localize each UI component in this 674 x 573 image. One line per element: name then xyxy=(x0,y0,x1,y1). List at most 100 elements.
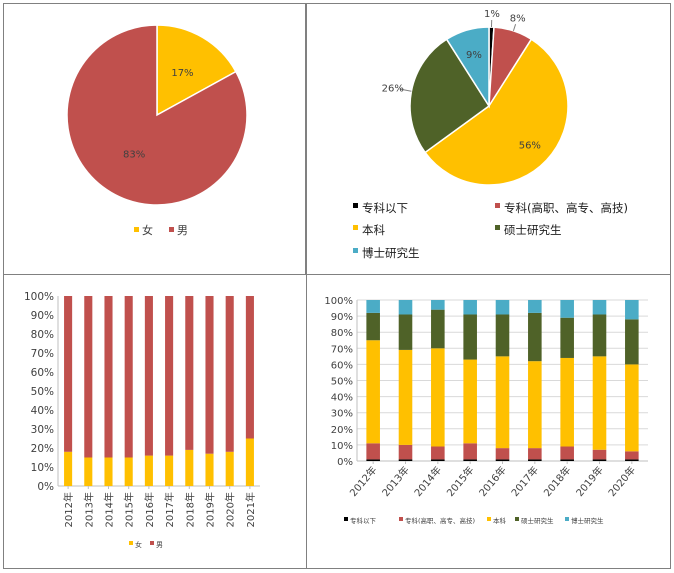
bar-segment xyxy=(205,453,214,486)
legend-label: 博士研究生 xyxy=(362,246,420,260)
education-stacked-bar-chart: 0%10%20%30%40%50%60%70%80%90%100%2012年 20… xyxy=(324,296,648,525)
y-tick-label: 20% xyxy=(31,443,54,455)
bar-segment xyxy=(431,348,445,447)
y-tick-label: 60% xyxy=(31,367,54,379)
bar-segment xyxy=(245,296,254,439)
bar-segment xyxy=(560,357,574,447)
y-tick-label: 0% xyxy=(337,457,353,468)
x-tick-label: 2020年 xyxy=(605,464,638,500)
bar-segment xyxy=(528,448,542,460)
x-tick-label: 2015年 xyxy=(123,492,136,527)
bar-segment xyxy=(463,300,477,315)
bar-segment xyxy=(398,314,413,350)
gender-stacked-bar-chart: 0% 10% 20% 30% 40% 50% 60% 70% 80% 90% 100% 2012年 20… xyxy=(24,291,260,549)
bar-segment xyxy=(560,446,574,460)
legend-swatch xyxy=(515,517,519,521)
legend-swatch xyxy=(344,517,348,521)
bar-segment xyxy=(225,296,234,452)
y-tick-label: 60% xyxy=(331,360,353,371)
pie-data-label: 9% xyxy=(466,50,482,61)
bar-segment xyxy=(625,300,639,320)
x-tick-label: 2014年 xyxy=(411,464,444,500)
bar-segment xyxy=(625,451,639,460)
bar-segment xyxy=(144,296,153,456)
bar-segment xyxy=(560,300,574,318)
bar-segment xyxy=(104,296,113,458)
y-tick-label: 80% xyxy=(331,328,353,339)
legend-swatch xyxy=(565,517,569,521)
bar-segment xyxy=(431,446,445,460)
bar-segment xyxy=(245,438,254,486)
bar-segment xyxy=(185,449,194,486)
legend-swatch xyxy=(134,227,139,232)
bar-segment xyxy=(64,296,73,452)
y-tick-label: 10% xyxy=(331,441,353,452)
legend-swatch xyxy=(169,227,174,232)
y-tick-label: 40% xyxy=(331,393,353,404)
y-tick-label: 70% xyxy=(31,348,54,360)
bar-segment xyxy=(495,314,510,357)
legend-label: 专科以下 xyxy=(362,201,408,215)
bar-segment xyxy=(528,312,542,362)
legend-label: 博士研究生 xyxy=(571,516,604,525)
legend-label: 专科(高职、高专、高技) xyxy=(405,516,475,525)
bar-segment xyxy=(366,443,380,460)
y-tick-label: 0% xyxy=(37,481,54,493)
bar-segment xyxy=(592,449,607,460)
bar-segment xyxy=(431,309,445,349)
bar-segment xyxy=(495,300,510,315)
legend-swatch xyxy=(150,541,154,545)
x-tick-label: 2013年 xyxy=(379,464,412,500)
x-tick-label: 2012年 xyxy=(347,464,380,500)
bar-segment xyxy=(463,314,477,360)
label-leader-line xyxy=(512,24,517,32)
legend-swatch xyxy=(129,541,133,545)
bar-segment xyxy=(398,349,413,445)
bar-segment xyxy=(560,317,574,358)
gender-pie-chart: 17% 83% 女 男 xyxy=(66,24,248,237)
bar-segment xyxy=(495,459,510,461)
bar-segment xyxy=(592,314,607,357)
x-tick-label: 2018年 xyxy=(541,464,574,500)
bar-segment xyxy=(625,459,639,461)
pie-data-label: 56% xyxy=(519,140,541,151)
bar-segment xyxy=(495,356,510,449)
pie-slice xyxy=(409,38,491,154)
x-tick-label: 2015年 xyxy=(444,464,477,500)
bar-segment xyxy=(398,444,413,460)
legend-label: 男 xyxy=(177,224,188,237)
bar-segment xyxy=(165,455,174,486)
bar-segment xyxy=(625,364,639,452)
legend-swatch xyxy=(487,517,491,521)
x-tick-label: 2020年 xyxy=(224,492,237,527)
legend-label: 女 xyxy=(135,540,142,549)
x-tick-label: 2013年 xyxy=(82,492,95,527)
legend-swatch xyxy=(399,517,403,521)
legend-label: 女 xyxy=(142,223,153,237)
bar-segment xyxy=(64,451,73,486)
bar-segment xyxy=(366,340,380,444)
bar-segment xyxy=(165,296,174,456)
y-tick-label: 90% xyxy=(331,312,353,323)
bar-segment xyxy=(84,457,93,486)
bar-segment xyxy=(398,459,413,461)
pie-data-label: 26% xyxy=(382,84,404,95)
bar-segment xyxy=(366,459,380,461)
pie-data-label: 8% xyxy=(510,14,526,25)
y-tick-label: 50% xyxy=(31,386,54,398)
bar-segment xyxy=(592,356,607,450)
bar-segment xyxy=(398,300,413,315)
bar-segment xyxy=(366,300,380,313)
bar-segment xyxy=(495,448,510,460)
bar-segment xyxy=(431,300,445,310)
bar-segment xyxy=(205,296,214,454)
x-tick-label: 2017年 xyxy=(508,464,541,500)
y-tick-label: 70% xyxy=(331,344,353,355)
bar-segment xyxy=(431,459,445,461)
x-tick-label: 2017年 xyxy=(163,492,176,527)
label-leader-line xyxy=(399,88,412,92)
x-tick-label: 2012年 xyxy=(62,492,75,527)
bar-segment xyxy=(463,359,477,444)
x-tick-label: 2014年 xyxy=(103,492,116,527)
legend-swatch xyxy=(353,225,358,230)
